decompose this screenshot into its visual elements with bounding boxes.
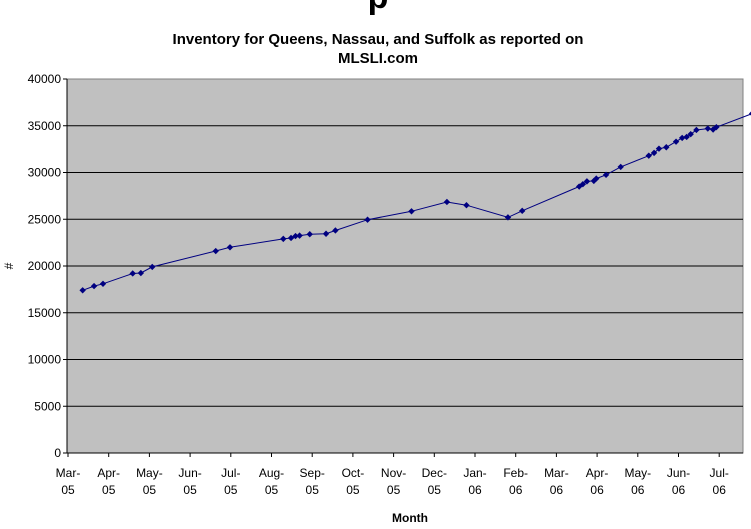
data-point [713,123,720,131]
data-point [704,125,712,132]
grid-lines [67,125,743,407]
data-point [364,216,371,223]
data-point [693,126,700,134]
data-point [322,230,330,237]
data-point [149,263,156,271]
x-tick-label-year: 05 [224,483,238,497]
x-tick-label-month: Sep- [300,466,325,480]
x-tick-label-year: 05 [102,483,116,497]
x-tick-label-month: May- [136,466,163,480]
x-axis-ticks: Mar- 05 Apr- 05 May- 05 Jun- 05 Jul- 05 Aug- 05 Sep-… [56,452,743,497]
x-tick-label-month: Dec- [422,466,447,480]
data-point [306,231,313,238]
data-point [617,163,624,171]
x-tick-label-year: 06 [509,483,523,497]
x-tick-label-month: Jul- [710,466,729,480]
data-point [602,171,610,179]
data-point [296,232,303,239]
y-tick-label: 20000 [28,259,62,273]
data-point [79,287,86,294]
x-tick-label-month: Mar- [56,466,81,480]
x-tick-label-year: 05 [346,483,360,497]
y-tick-label: 25000 [28,212,62,226]
data-point [212,247,219,255]
data-point [443,198,451,206]
data-point [292,232,299,240]
data-point [678,134,686,142]
x-tick-label-month: Jan- [463,466,486,480]
y-tick-label: 40000 [28,72,62,86]
chart-title-line-1: Inventory for Queens, Nassau, and Suffol… [173,31,584,48]
data-point [504,214,512,221]
y-axis-ticks: 0 5000 10000 15000 20000 25000 30000 35000 40000 [28,72,68,460]
data-point [332,227,339,234]
y-tick-label: 10000 [28,353,62,367]
x-axis-title: Month [392,511,428,525]
x-tick-label-month: Jun- [178,466,201,480]
data-point [463,202,470,209]
data-point [579,180,587,188]
data-point [137,269,145,277]
data-point [655,145,663,152]
x-tick-label-year: 06 [590,483,604,497]
data-series [79,111,751,294]
x-tick-label-month: Feb- [503,466,528,480]
x-tick-label-month: Aug- [259,466,284,480]
y-tick-label: 15000 [28,306,62,320]
data-point [683,133,690,141]
y-tick-label: 5000 [34,399,61,413]
data-point [129,270,136,277]
x-tick-label-month: Jun- [667,466,690,480]
data-point [90,282,98,290]
chart-title-line-2: MLSLI.com [338,50,418,67]
x-tick-label-month: Mar- [544,466,569,480]
data-point [99,280,107,287]
x-tick-label-year: 05 [428,483,442,497]
data-point [593,175,600,182]
x-tick-label-month: Apr- [586,466,609,480]
data-point [709,126,717,133]
y-tick-label: 35000 [28,119,62,133]
x-tick-label-month: Oct- [342,466,365,480]
x-tick-label-month: Jul- [221,466,240,480]
data-point [226,244,234,251]
data-point [645,152,652,159]
chart-title-fragment: p [368,0,389,16]
x-tick-label-year: 06 [468,483,482,497]
x-tick-label-year: 05 [265,483,279,497]
data-point [663,144,670,151]
x-tick-label-year: 05 [183,483,197,497]
data-point [280,235,287,243]
y-axis-title: # [2,262,16,269]
y-tick-label: 30000 [28,166,62,180]
x-tick-label-year: 05 [143,483,157,497]
x-tick-label-year: 05 [61,483,75,497]
y-tick-label: 0 [54,446,61,460]
x-tick-label-year: 05 [387,483,401,497]
data-point [672,138,680,145]
data-point [519,207,526,215]
x-tick-label-year: 06 [631,483,645,497]
data-point [408,208,415,215]
x-tick-label-year: 06 [713,483,727,497]
x-tick-label-year: 06 [672,483,686,497]
data-point [748,111,751,116]
data-point [687,130,694,138]
x-tick-label-year: 05 [306,483,320,497]
data-point [650,149,658,157]
x-tick-label-month: May- [624,466,651,480]
x-tick-label-month: Apr- [97,466,120,480]
data-point [583,178,591,185]
x-tick-label-month: Nov- [381,466,406,480]
x-tick-label-year: 06 [550,483,564,497]
